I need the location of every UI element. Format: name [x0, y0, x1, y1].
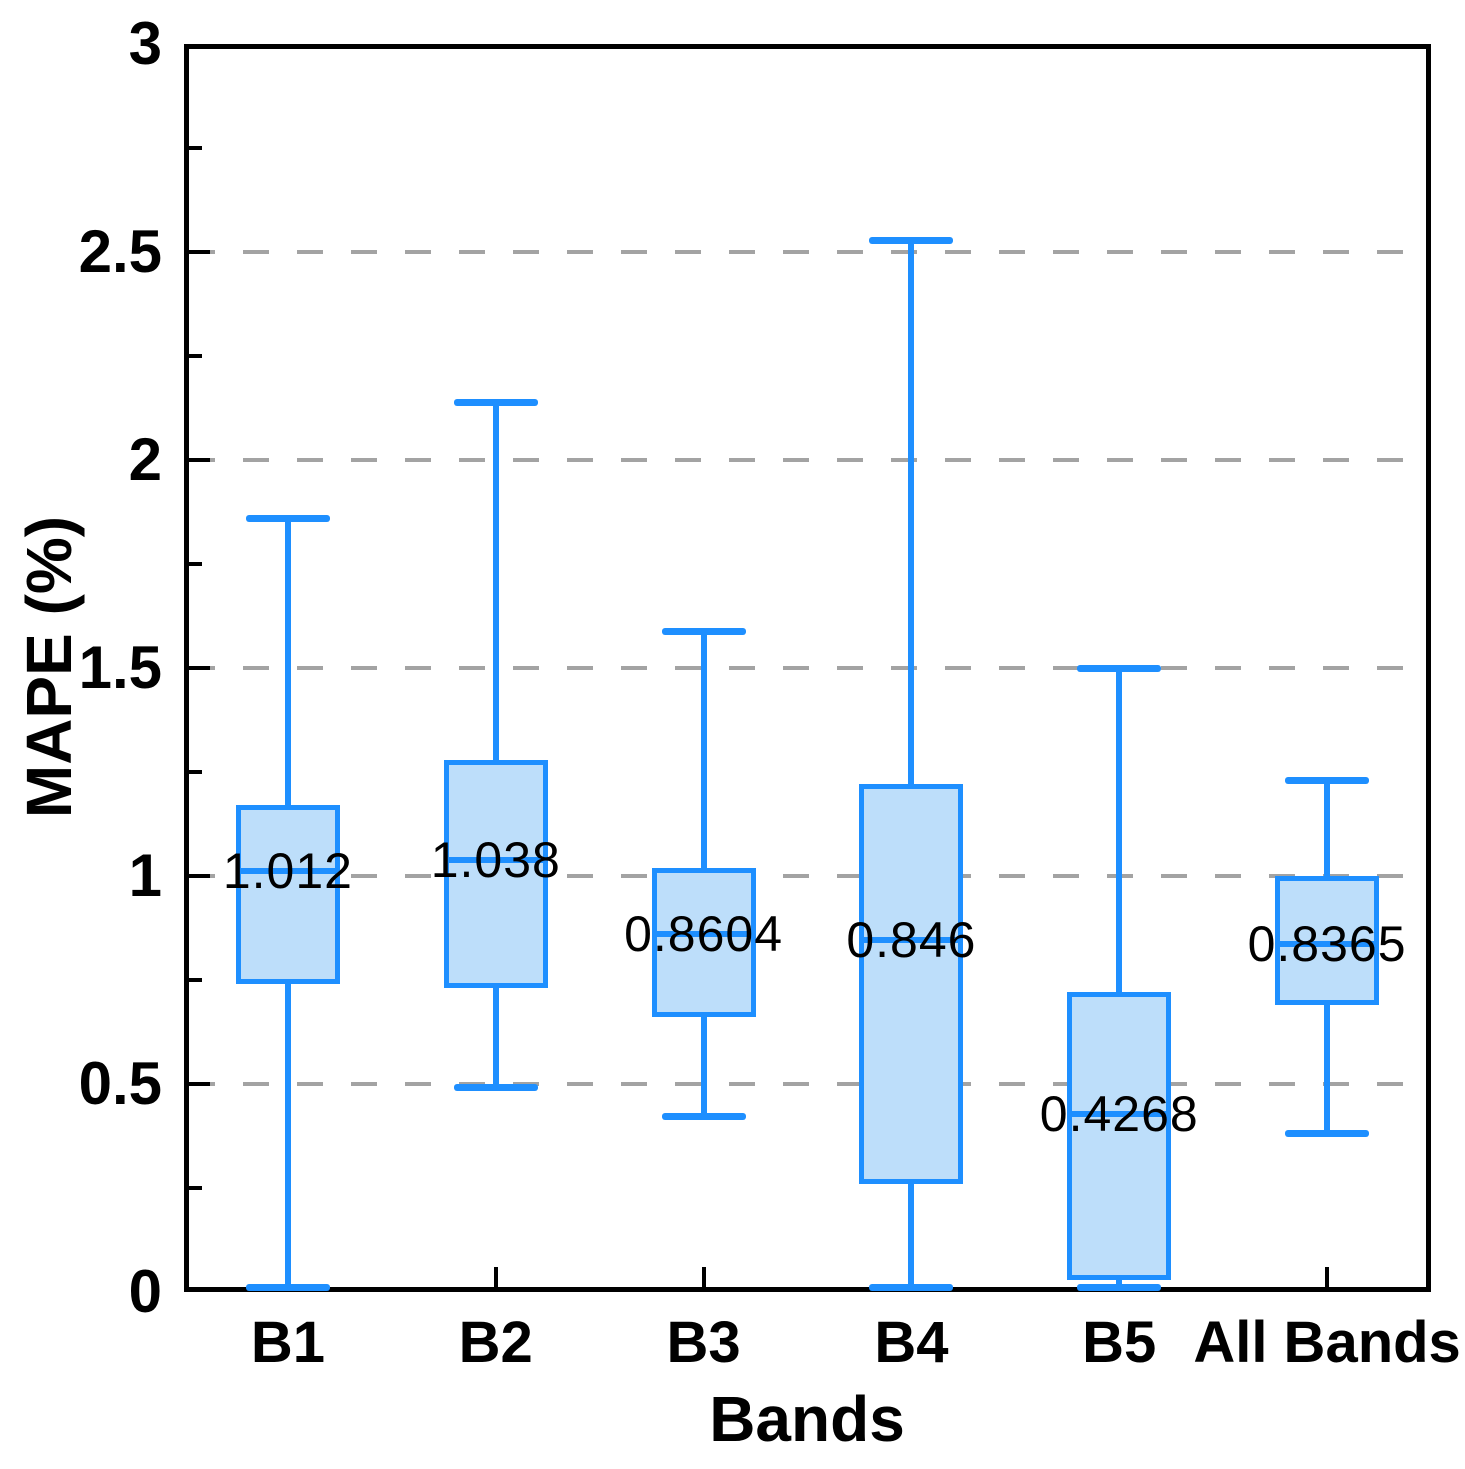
x-category-label: B5	[1082, 1310, 1157, 1375]
y-minor-tick	[189, 1186, 202, 1190]
y-tick-label: 0.5	[78, 1050, 162, 1117]
x-axis-title: Bands	[709, 1383, 905, 1455]
whisker-cap-bottom	[453, 1084, 538, 1092]
whisker-cap-top	[869, 236, 954, 244]
box-iqr	[235, 805, 340, 985]
whisker-cap-top	[1285, 777, 1370, 785]
y-minor-tick	[189, 354, 202, 358]
median-value-label: 0.4268	[1039, 1086, 1199, 1143]
x-tick	[701, 1267, 706, 1287]
gridline	[189, 1082, 1426, 1086]
median-value-label: 0.8365	[1247, 916, 1407, 973]
y-minor-tick	[189, 770, 202, 774]
gridline	[189, 250, 1426, 254]
x-tick	[1325, 1267, 1330, 1287]
y-tick-label: 1.5	[78, 634, 162, 701]
whisker-cap-bottom	[661, 1113, 746, 1121]
median-value-label: 1.012	[222, 843, 353, 899]
gridline	[189, 666, 1426, 670]
median-line	[235, 868, 340, 874]
whisker-cap-bottom	[1077, 1283, 1162, 1291]
box-iqr	[859, 784, 964, 1184]
median-value-label: 0.846	[846, 912, 977, 969]
gridline	[189, 458, 1426, 462]
x-category-label: B2	[458, 1310, 533, 1375]
whisker-cap-bottom	[869, 1283, 954, 1291]
whisker-cap-top	[1077, 665, 1162, 672]
y-major-tick	[189, 874, 210, 878]
y-minor-tick	[189, 562, 202, 566]
x-tick	[493, 1267, 498, 1287]
x-category-label: B3	[666, 1310, 741, 1375]
box-iqr	[1275, 876, 1380, 1005]
x-category-label: All Bands	[1193, 1310, 1461, 1375]
gridline	[189, 874, 1426, 878]
y-tick-label: 1	[128, 842, 162, 909]
median-line	[1275, 941, 1380, 948]
plot-area: 1.012 1.038 0.8604 0.846 0.4268 0.8365	[184, 44, 1431, 1292]
whisker-cap-top	[453, 398, 538, 406]
x-category-label: B1	[250, 1310, 325, 1375]
median-line	[1067, 1111, 1172, 1118]
median-line	[443, 857, 548, 864]
y-tick-label: 0	[128, 1258, 162, 1325]
whisker-line	[1116, 668, 1123, 1288]
whisker-cap-top	[245, 515, 330, 523]
y-minor-tick	[189, 978, 202, 982]
y-tick-label: 2	[128, 426, 162, 493]
y-minor-tick	[189, 146, 202, 150]
box-iqr	[1067, 992, 1172, 1280]
y-major-tick	[189, 666, 210, 670]
box-iqr	[443, 759, 548, 989]
y-major-tick	[189, 250, 210, 254]
y-major-tick	[189, 1082, 210, 1086]
x-category-label: B4	[874, 1310, 949, 1375]
median-line	[859, 937, 964, 944]
box-iqr	[651, 867, 756, 1018]
whisker-cap-bottom	[1285, 1129, 1370, 1137]
whisker-line	[492, 401, 499, 1089]
y-tick-label: 2.5	[78, 218, 162, 285]
y-major-tick	[189, 458, 210, 462]
whisker-line	[908, 239, 915, 1288]
median-line	[651, 931, 756, 938]
whisker-cap-top	[661, 627, 746, 635]
median-value-label: 1.038	[430, 832, 561, 889]
whisker-cap-bottom	[245, 1283, 330, 1291]
y-tick-label: 3	[128, 10, 162, 77]
median-value-label: 0.8604	[624, 906, 784, 963]
